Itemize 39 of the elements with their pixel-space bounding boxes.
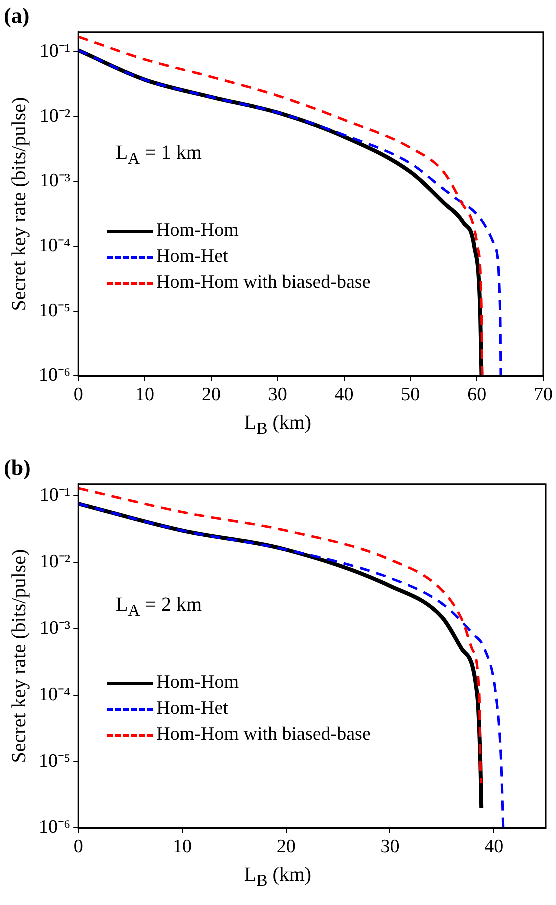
y-tick-label: 10⁻⁶ [39,365,71,386]
y-tick-label: 10⁻¹ [40,40,71,62]
y-tick-label: 10⁻² [40,106,71,127]
x-tick-label: 10 [172,836,192,858]
y-axis-title: Secret key rate (bits/pulse) [8,549,30,764]
y-tick-label: 10⁻² [40,552,71,572]
x-tick-label: 0 [74,836,84,858]
chart-title: (a) [4,2,30,28]
x-tick-label: 30 [268,384,288,406]
annotation: L$_{A}$ = 1 km [116,142,202,170]
x-tick-label: 40 [334,384,354,406]
y-tick-label: 10⁻⁴ [39,684,71,706]
x-tick-label: 70 [534,384,553,406]
x-axis-title: L$_{B}$ (km) [243,864,313,891]
x-tick-label: 30 [380,836,400,858]
y-tick-label: 10⁻¹ [40,485,71,506]
y-tick-label: 10⁻⁶ [39,817,71,838]
y-tick-label: 10⁻³ [40,618,71,639]
x-tick-label: 50 [401,384,420,406]
legend-label: Hom-Hom with biased-base [156,272,371,294]
legend-label: Hom-Het [156,246,228,268]
x-tick-label: 40 [484,836,504,858]
x-tick-label: 60 [468,384,487,406]
x-tick-label: 20 [202,384,221,406]
y-tick-label: 10⁻⁵ [39,750,71,772]
y-axis-title: Secret key rate (bits/pulse) [8,97,30,312]
legend-label: Hom-Hom [156,672,239,694]
chart-title: (b) [4,454,31,480]
x-tick-label: 10 [136,384,155,406]
y-tick-label: 10⁻⁴ [39,235,71,256]
legend-label: Hom-Hom with biased-base [156,724,371,746]
x-tick-label: 0 [74,384,84,406]
x-axis-title: L$_{B}$ (km) [243,412,313,439]
legend-label: Hom-Het [156,698,228,720]
y-tick-label: 10⁻³ [40,170,71,192]
x-tick-label: 20 [276,836,296,858]
y-tick-label: 10⁻⁵ [39,300,71,322]
annotation: L$_{A}$ = 2 km [116,594,202,622]
legend-label: Hom-Hom [156,220,239,242]
